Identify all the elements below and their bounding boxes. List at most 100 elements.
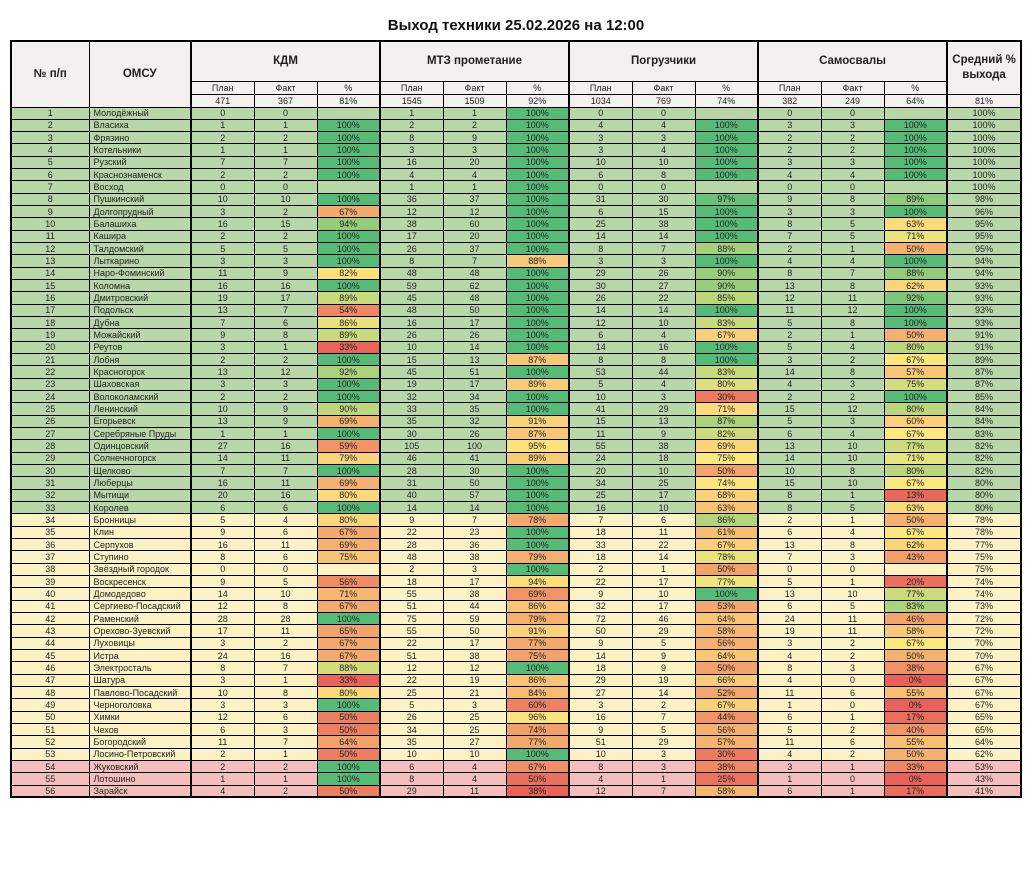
value-cell: 4 [757, 377, 822, 392]
omsu-name: Орехово-Зуевский [88, 624, 192, 638]
percent-cell: 100% [883, 316, 948, 330]
table-row: 33 Королев 6 6 100% 14 14 100% 16 10 63% 8 5 63% 80% [10, 500, 1022, 515]
row-number: 41 [10, 599, 90, 613]
percent-cell: 46% [883, 611, 948, 626]
value-cell: 8 [631, 168, 696, 182]
value-cell: 1 [631, 772, 696, 786]
omsu-name: Дубна [88, 316, 192, 330]
table-row: 46 Электросталь 8 7 88% 12 12 100% 18 9 50% 8 3 38% 67… [10, 661, 1022, 675]
omsu-name: Жуковский [88, 759, 192, 774]
value-cell: 3 [568, 131, 633, 145]
value-cell: 11 [757, 735, 822, 749]
percent-cell: 89% [883, 192, 948, 207]
value-cell: 32 [379, 390, 444, 404]
value-cell: 48 [379, 303, 444, 318]
percent-cell: 69% [316, 414, 381, 429]
percent-cell: 100% [883, 143, 948, 157]
value-cell: 1 [253, 118, 318, 133]
value-cell: 6 [190, 500, 255, 515]
value-cell: 2 [253, 390, 318, 404]
value-cell: 6 [757, 599, 822, 613]
value-cell: 3 [568, 143, 633, 157]
percent-cell [694, 180, 759, 194]
percent-cell: 100% [505, 316, 570, 330]
value-cell: 11 [820, 624, 885, 638]
percent-cell: 100% [883, 118, 948, 133]
percent-cell: 87% [505, 353, 570, 367]
percent-cell: 100% [505, 747, 570, 761]
percent-cell: 100% [505, 340, 570, 355]
percent-cell: 69% [694, 439, 759, 453]
avg-percent: 41% [946, 784, 1022, 798]
percent-cell: 33% [316, 673, 381, 687]
value-cell: 3 [190, 377, 255, 392]
value-cell: 20 [190, 488, 255, 503]
percent-cell: 90% [694, 266, 759, 281]
table-row: 28 Одинцовский 27 16 59% 105 100 95% 55 38 69% 13 10… [10, 439, 1022, 453]
value-cell: 1 [253, 772, 318, 786]
value-cell: 4 [820, 427, 885, 441]
group-header-kdm: КДМ [189, 40, 381, 82]
value-cell: 3 [568, 254, 633, 268]
value-cell: 11 [757, 685, 822, 700]
value-cell: 12 [379, 205, 444, 219]
value-cell: 15 [568, 414, 633, 429]
value-cell: 17 [190, 624, 255, 638]
subheader-plan: План [190, 80, 255, 95]
value-cell: 4 [820, 340, 885, 355]
value-cell: 2 [253, 205, 318, 219]
percent-cell: 77% [694, 574, 759, 589]
avg-percent: 84% [946, 402, 1022, 416]
value-cell: 9 [631, 648, 696, 663]
value-cell: 0 [820, 698, 885, 712]
value-cell: 4 [379, 168, 444, 182]
omsu-name: Фрязино [88, 131, 192, 145]
percent-cell: 100% [505, 537, 570, 552]
value-cell: 10 [253, 192, 318, 207]
table-row: 3 Фрязино 2 2 100% 8 9 100% 3 3 100% 2 2 100% 100% [10, 131, 1022, 145]
value-cell: 10 [820, 587, 885, 601]
percent-cell: 100% [505, 131, 570, 145]
row-number: 29 [10, 451, 90, 466]
value-cell: 3 [820, 118, 885, 133]
value-cell: 2 [253, 168, 318, 182]
value-cell: 2 [190, 759, 255, 774]
value-cell: 4 [568, 118, 633, 133]
percent-cell: 100% [505, 661, 570, 675]
table-row: 53 Лосино-Петровский 2 1 50% 10 10 100% 10 3 30% 4 2… [10, 747, 1022, 761]
row-number: 14 [10, 266, 90, 281]
value-cell: 7 [757, 550, 822, 564]
value-cell: 8 [820, 365, 885, 379]
value-cell: 28 [379, 537, 444, 552]
omsu-name: Электросталь [88, 661, 192, 675]
value-cell: 30 [631, 192, 696, 207]
value-cell: 3 [757, 155, 822, 170]
avg-percent: 67% [946, 698, 1022, 712]
table-row: 27 Серебряные Пруды 1 1 100% 30 26 87% 11 9 82% 6 4 6… [10, 427, 1022, 441]
row-number: 25 [10, 402, 90, 416]
avg-percent: 100% [946, 118, 1022, 133]
value-cell: 10 [631, 316, 696, 330]
value-cell: 11 [820, 291, 885, 305]
header-avg: Средний % выхода [946, 40, 1022, 95]
percent-cell: 89% [505, 451, 570, 466]
value-cell: 34 [442, 390, 507, 404]
value-cell: 26 [442, 328, 507, 342]
percent-cell: 57% [694, 735, 759, 749]
table-row: 31 Люберцы 16 11 69% 31 50 100% 34 25 74% 15 10 67% 80… [10, 476, 1022, 490]
total-cell: 1509 [442, 93, 507, 108]
value-cell: 7 [757, 229, 822, 244]
omsu-name: Щелково [88, 464, 192, 478]
value-cell: 4 [631, 118, 696, 133]
percent-cell: 100% [694, 168, 759, 182]
value-cell: 59 [379, 279, 444, 293]
value-cell: 26 [631, 266, 696, 281]
value-cell: 10 [568, 747, 633, 761]
value-cell: 5 [631, 722, 696, 737]
value-cell: 5 [253, 574, 318, 589]
row-number: 9 [10, 205, 90, 219]
percent-cell: 58% [883, 624, 948, 638]
value-cell: 8 [757, 266, 822, 281]
value-cell: 25 [379, 685, 444, 700]
percent-cell: 0% [883, 673, 948, 687]
